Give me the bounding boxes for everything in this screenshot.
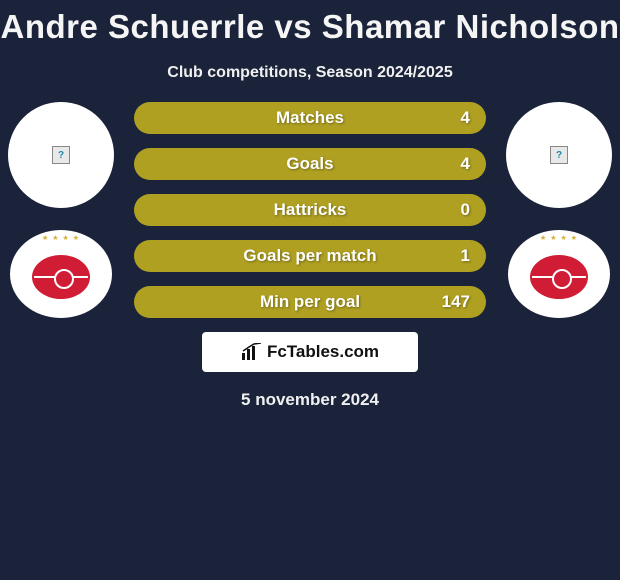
comparison-card: Andre Schuerrle vs Shamar Nicholson Club… (0, 0, 620, 428)
stat-row-goals: Goals 4 (134, 148, 486, 180)
club-stars-icon: ★ ★ ★ ★ (42, 234, 80, 242)
stat-row-mpg: Min per goal 147 (134, 286, 486, 318)
date-line: 5 november 2024 (0, 372, 620, 428)
stat-right-value: 147 (442, 292, 470, 312)
page-title: Andre Schuerrle vs Shamar Nicholson (0, 0, 620, 50)
right-club-badge: ★ ★ ★ ★ (508, 230, 610, 318)
club-logo-icon (528, 253, 590, 301)
left-club-badge: ★ ★ ★ ★ (10, 230, 112, 318)
stat-row-gpm: Goals per match 1 (134, 240, 486, 272)
stat-right-value: 4 (461, 108, 470, 128)
main-row: ★ ★ ★ ★ Matches 4 Goals 4 Hattricks 0 Go… (0, 102, 620, 318)
stat-label: Matches (276, 108, 344, 128)
left-column: ★ ★ ★ ★ (6, 102, 116, 318)
subtitle: Club competitions, Season 2024/2025 (0, 50, 620, 102)
stat-right-value: 4 (461, 154, 470, 174)
stat-row-hattricks: Hattricks 0 (134, 194, 486, 226)
right-column: ★ ★ ★ ★ (504, 102, 614, 318)
watermark-text: FcTables.com (267, 342, 379, 362)
stat-label: Goals per match (243, 246, 376, 266)
watermark: FcTables.com (202, 332, 418, 372)
stat-right-value: 1 (461, 246, 470, 266)
right-player-photo (506, 102, 612, 208)
stat-label: Goals (286, 154, 333, 174)
chart-icon (241, 343, 263, 361)
left-player-photo (8, 102, 114, 208)
stat-label: Hattricks (274, 200, 347, 220)
stats-column: Matches 4 Goals 4 Hattricks 0 Goals per … (116, 102, 504, 318)
club-stars-icon: ★ ★ ★ ★ (540, 234, 578, 242)
broken-image-icon (550, 146, 568, 164)
stat-row-matches: Matches 4 (134, 102, 486, 134)
club-logo-icon (30, 253, 92, 301)
stat-right-value: 0 (461, 200, 470, 220)
stat-label: Min per goal (260, 292, 360, 312)
broken-image-icon (52, 146, 70, 164)
